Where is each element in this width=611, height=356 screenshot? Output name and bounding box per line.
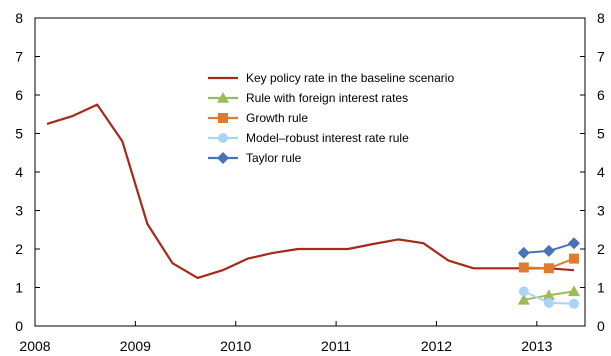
y-tick-label-left: 5 [15,126,23,142]
y-tick-label-right: 0 [597,318,605,334]
y-tick-label-left: 0 [15,318,23,334]
y-tick-label-right: 3 [597,203,605,219]
data-point-growth-rule [568,253,579,264]
y-tick-label-left: 3 [15,203,23,219]
x-tick-label: 2008 [19,338,50,354]
y-tick-label-left: 8 [15,10,23,26]
legend-marker-growth-rule [218,113,228,123]
y-tick-label-right: 5 [597,126,605,142]
data-point-model-robust-interest-rate-rule [543,297,554,308]
legend-label: Key policy rate in the baseline scenario [246,71,454,85]
legend-marker-taylor-rule [217,152,229,164]
y-tick-label-left: 4 [15,164,23,180]
y-tick-label-right: 2 [597,241,605,257]
data-point-taylor-rule [567,237,580,250]
data-point-taylor-rule [517,246,530,259]
legend-label: Taylor rule [246,151,302,165]
legend: Key policy rate in the baseline scenario… [208,71,454,165]
legend-label: Rule with foreign interest rates [246,91,408,105]
x-tick-label: 2009 [120,338,151,354]
data-point-rule-with-foreign-interest-rates [567,285,580,297]
x-tick-label: 2012 [421,338,452,354]
data-point-taylor-rule [542,244,555,257]
y-tick-label-left: 7 [15,49,23,65]
y-tick-label-left: 1 [15,280,23,296]
y-tick-label-right: 1 [597,280,605,296]
legend-label: Model–robust interest rate rule [246,131,409,145]
data-point-model-robust-interest-rate-rule [518,286,529,297]
y-tick-label-right: 4 [597,164,605,180]
y-tick-label-right: 8 [597,10,605,26]
x-tick-label: 2011 [321,338,351,354]
x-tick-label: 2010 [220,338,251,354]
data-point-model-robust-interest-rate-rule [568,298,579,309]
data-point-rule-with-foreign-interest-rates [542,289,555,300]
x-tick-label: 2013 [521,338,552,354]
plot-frame [34,17,586,327]
y-tick-label-right: 6 [597,87,605,103]
series-line-key-policy-rate-in-the-baseline-scenario [46,103,575,279]
legend-marker-model-robust-interest-rate-rule [218,133,228,143]
data-point-growth-rule [518,262,529,273]
data-point-rule-with-foreign-interest-rates [517,293,530,305]
data-point-growth-rule [543,263,554,274]
legend-marker-rule-with-foreign-interest-rates [217,92,229,103]
y-tick-label-right: 7 [597,49,605,65]
y-tick-label-left: 2 [15,241,23,257]
y-tick-label-left: 6 [15,87,23,103]
legend-label: Growth rule [246,111,308,125]
